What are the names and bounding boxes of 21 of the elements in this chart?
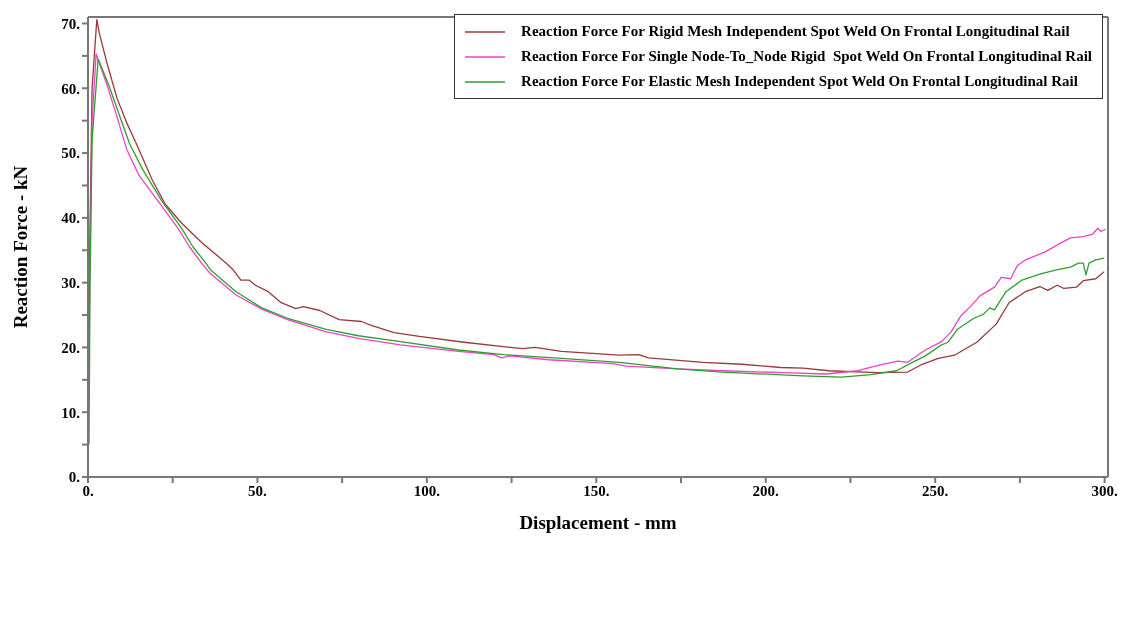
y-tick-label: 50. xyxy=(61,145,81,162)
x-tick-label: 100. xyxy=(413,482,441,499)
y-tick-label: 70. xyxy=(61,15,81,32)
y-tick-label: 40. xyxy=(61,210,81,227)
legend-label: Reaction Force For Elastic Mesh Independent Spot Weld On Frontal Longitudinal Rail xyxy=(521,73,1078,90)
x-tick-label: 250. xyxy=(922,482,949,499)
x-axis-title: Displacement - mm xyxy=(519,512,677,533)
x-tick-label: 300. xyxy=(1091,482,1118,499)
x-tick-label: 200. xyxy=(752,482,780,499)
y-tick-label: 30. xyxy=(61,274,81,291)
x-tick-label: 150. xyxy=(583,482,610,499)
y-tick-label: 0. xyxy=(68,469,81,486)
legend-label: Reaction Force For Rigid Mesh Independent Spot Weld On Frontal Longitudinal Rail xyxy=(521,23,1070,40)
y-tick-label: 10. xyxy=(61,404,81,421)
x-tick-label: 0. xyxy=(82,482,94,499)
line-series xyxy=(89,53,1107,375)
y-tick-label: 20. xyxy=(61,339,81,356)
y-axis-title: Reaction Force - kN xyxy=(9,165,31,329)
legend-label: Reaction Force For Single Node-To_Node Rigid Spot Weld On Frontal Longitudinal Rail xyxy=(521,48,1092,65)
y-tick-label: 60. xyxy=(61,80,81,97)
x-tick-label: 50. xyxy=(248,482,268,499)
